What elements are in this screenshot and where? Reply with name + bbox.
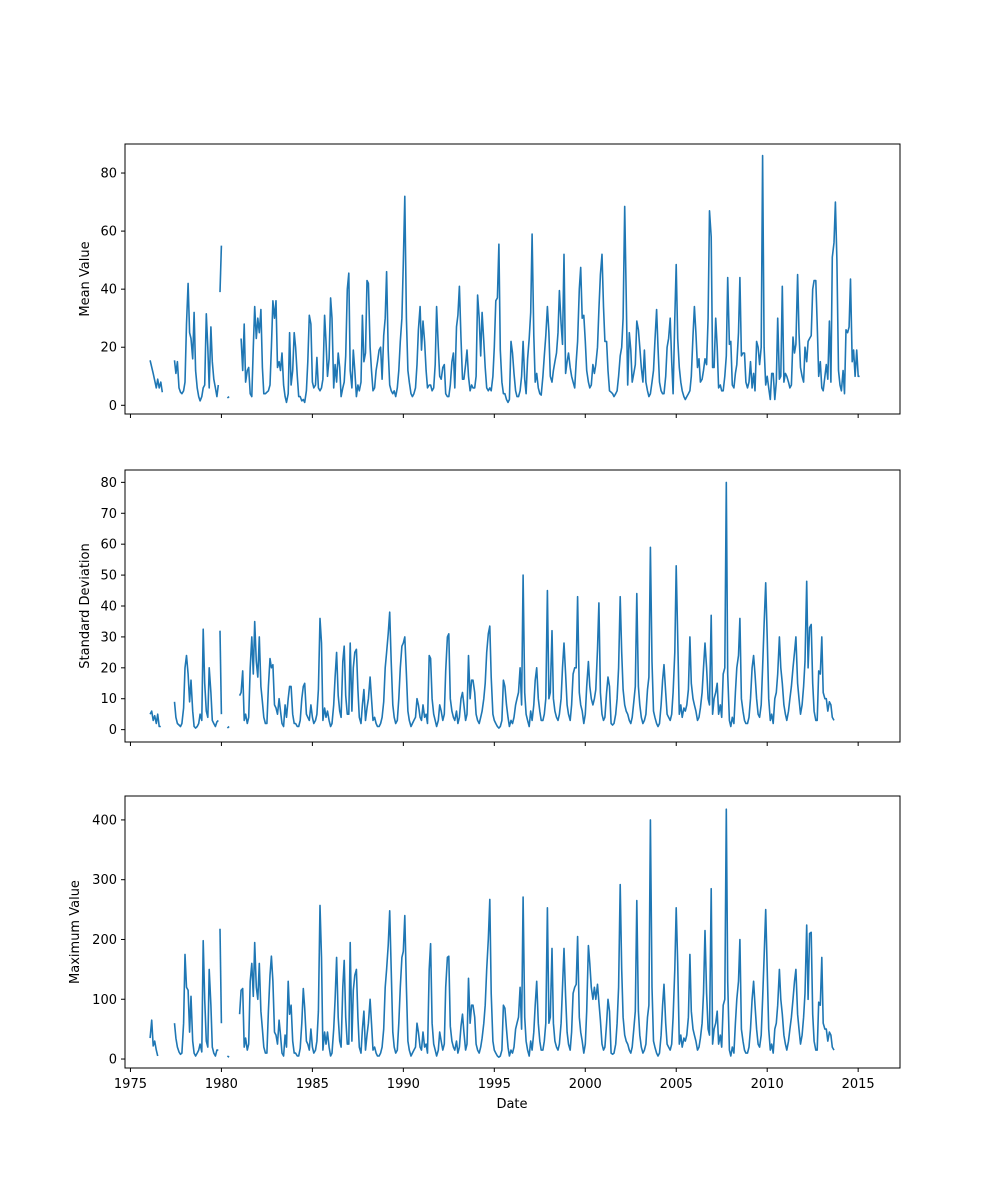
y-tick-label: 80	[100, 167, 117, 182]
x-tick-label: 1985	[296, 1077, 329, 1092]
panels: 0 20 40 60 80 Mean Value 0 10 20 30 40 50 60 70 80 Stan…	[68, 143, 901, 1092]
series-line-segment	[226, 725, 230, 729]
x-tick-label: 2010	[751, 1077, 784, 1092]
y-axis-label: Standard Deviation	[78, 543, 93, 668]
x-tick-label: 2000	[569, 1077, 602, 1092]
series-line-segment	[238, 481, 835, 729]
series-line-segment	[219, 928, 223, 1024]
x-tick-label: 1975	[114, 1077, 147, 1092]
y-tick-label: 30	[100, 630, 117, 645]
x-tick-label: 1990	[387, 1077, 420, 1092]
x-tick-label: 1995	[478, 1077, 511, 1092]
y-tick-label: 60	[100, 538, 117, 553]
plot-frame	[124, 795, 901, 1069]
y-tick-label: 20	[100, 661, 117, 676]
series-line-segment	[238, 808, 835, 1058]
y-tick-label: 0	[109, 723, 117, 738]
series-line-segment	[219, 630, 223, 715]
y-axis-label: Maximum Value	[68, 880, 83, 984]
series-line-segment	[149, 710, 161, 728]
series-line-segment	[240, 154, 860, 404]
panel-3: 0 100 200 300 400 1975 1980 1985 1990 1995 2000 200…	[68, 795, 901, 1092]
y-tick-label: 200	[92, 933, 117, 948]
series-line-segment	[149, 1019, 159, 1057]
x-tick-label: 2015	[842, 1077, 875, 1092]
y-tick-label: 20	[100, 341, 117, 356]
y-tick-label: 70	[100, 507, 117, 522]
series-line-segment	[173, 939, 219, 1057]
y-tick-label: 40	[100, 283, 117, 298]
y-tick-label: 50	[100, 569, 117, 584]
x-axis-label: Date	[496, 1097, 527, 1112]
y-tick-label: 40	[100, 600, 117, 615]
panel-1: 0 20 40 60 80 Mean Value	[78, 143, 901, 418]
y-tick-label: 80	[100, 476, 117, 491]
y-tick-label: 0	[109, 399, 117, 414]
x-tick-label: 1980	[205, 1077, 238, 1092]
y-axis-label: Mean Value	[78, 241, 93, 316]
series-line-segment	[226, 1055, 230, 1058]
y-tick-label: 10	[100, 692, 117, 707]
series-line-segment	[173, 282, 220, 402]
y-tick-label: 300	[92, 873, 117, 888]
x-tick-label: 2005	[660, 1077, 693, 1092]
y-tick-label: 0	[109, 1053, 117, 1068]
y-tick-label: 400	[92, 813, 117, 828]
series-line-segment	[149, 360, 164, 393]
series-line-segment	[219, 245, 223, 293]
panel-2: 0 10 20 30 40 50 60 70 80 Standard Deviation	[78, 469, 901, 746]
series-line-segment	[226, 395, 230, 399]
series-line-segment	[173, 628, 219, 729]
plot-frame	[124, 143, 901, 415]
y-tick-label: 60	[100, 225, 117, 240]
y-tick-label: 100	[92, 993, 117, 1008]
